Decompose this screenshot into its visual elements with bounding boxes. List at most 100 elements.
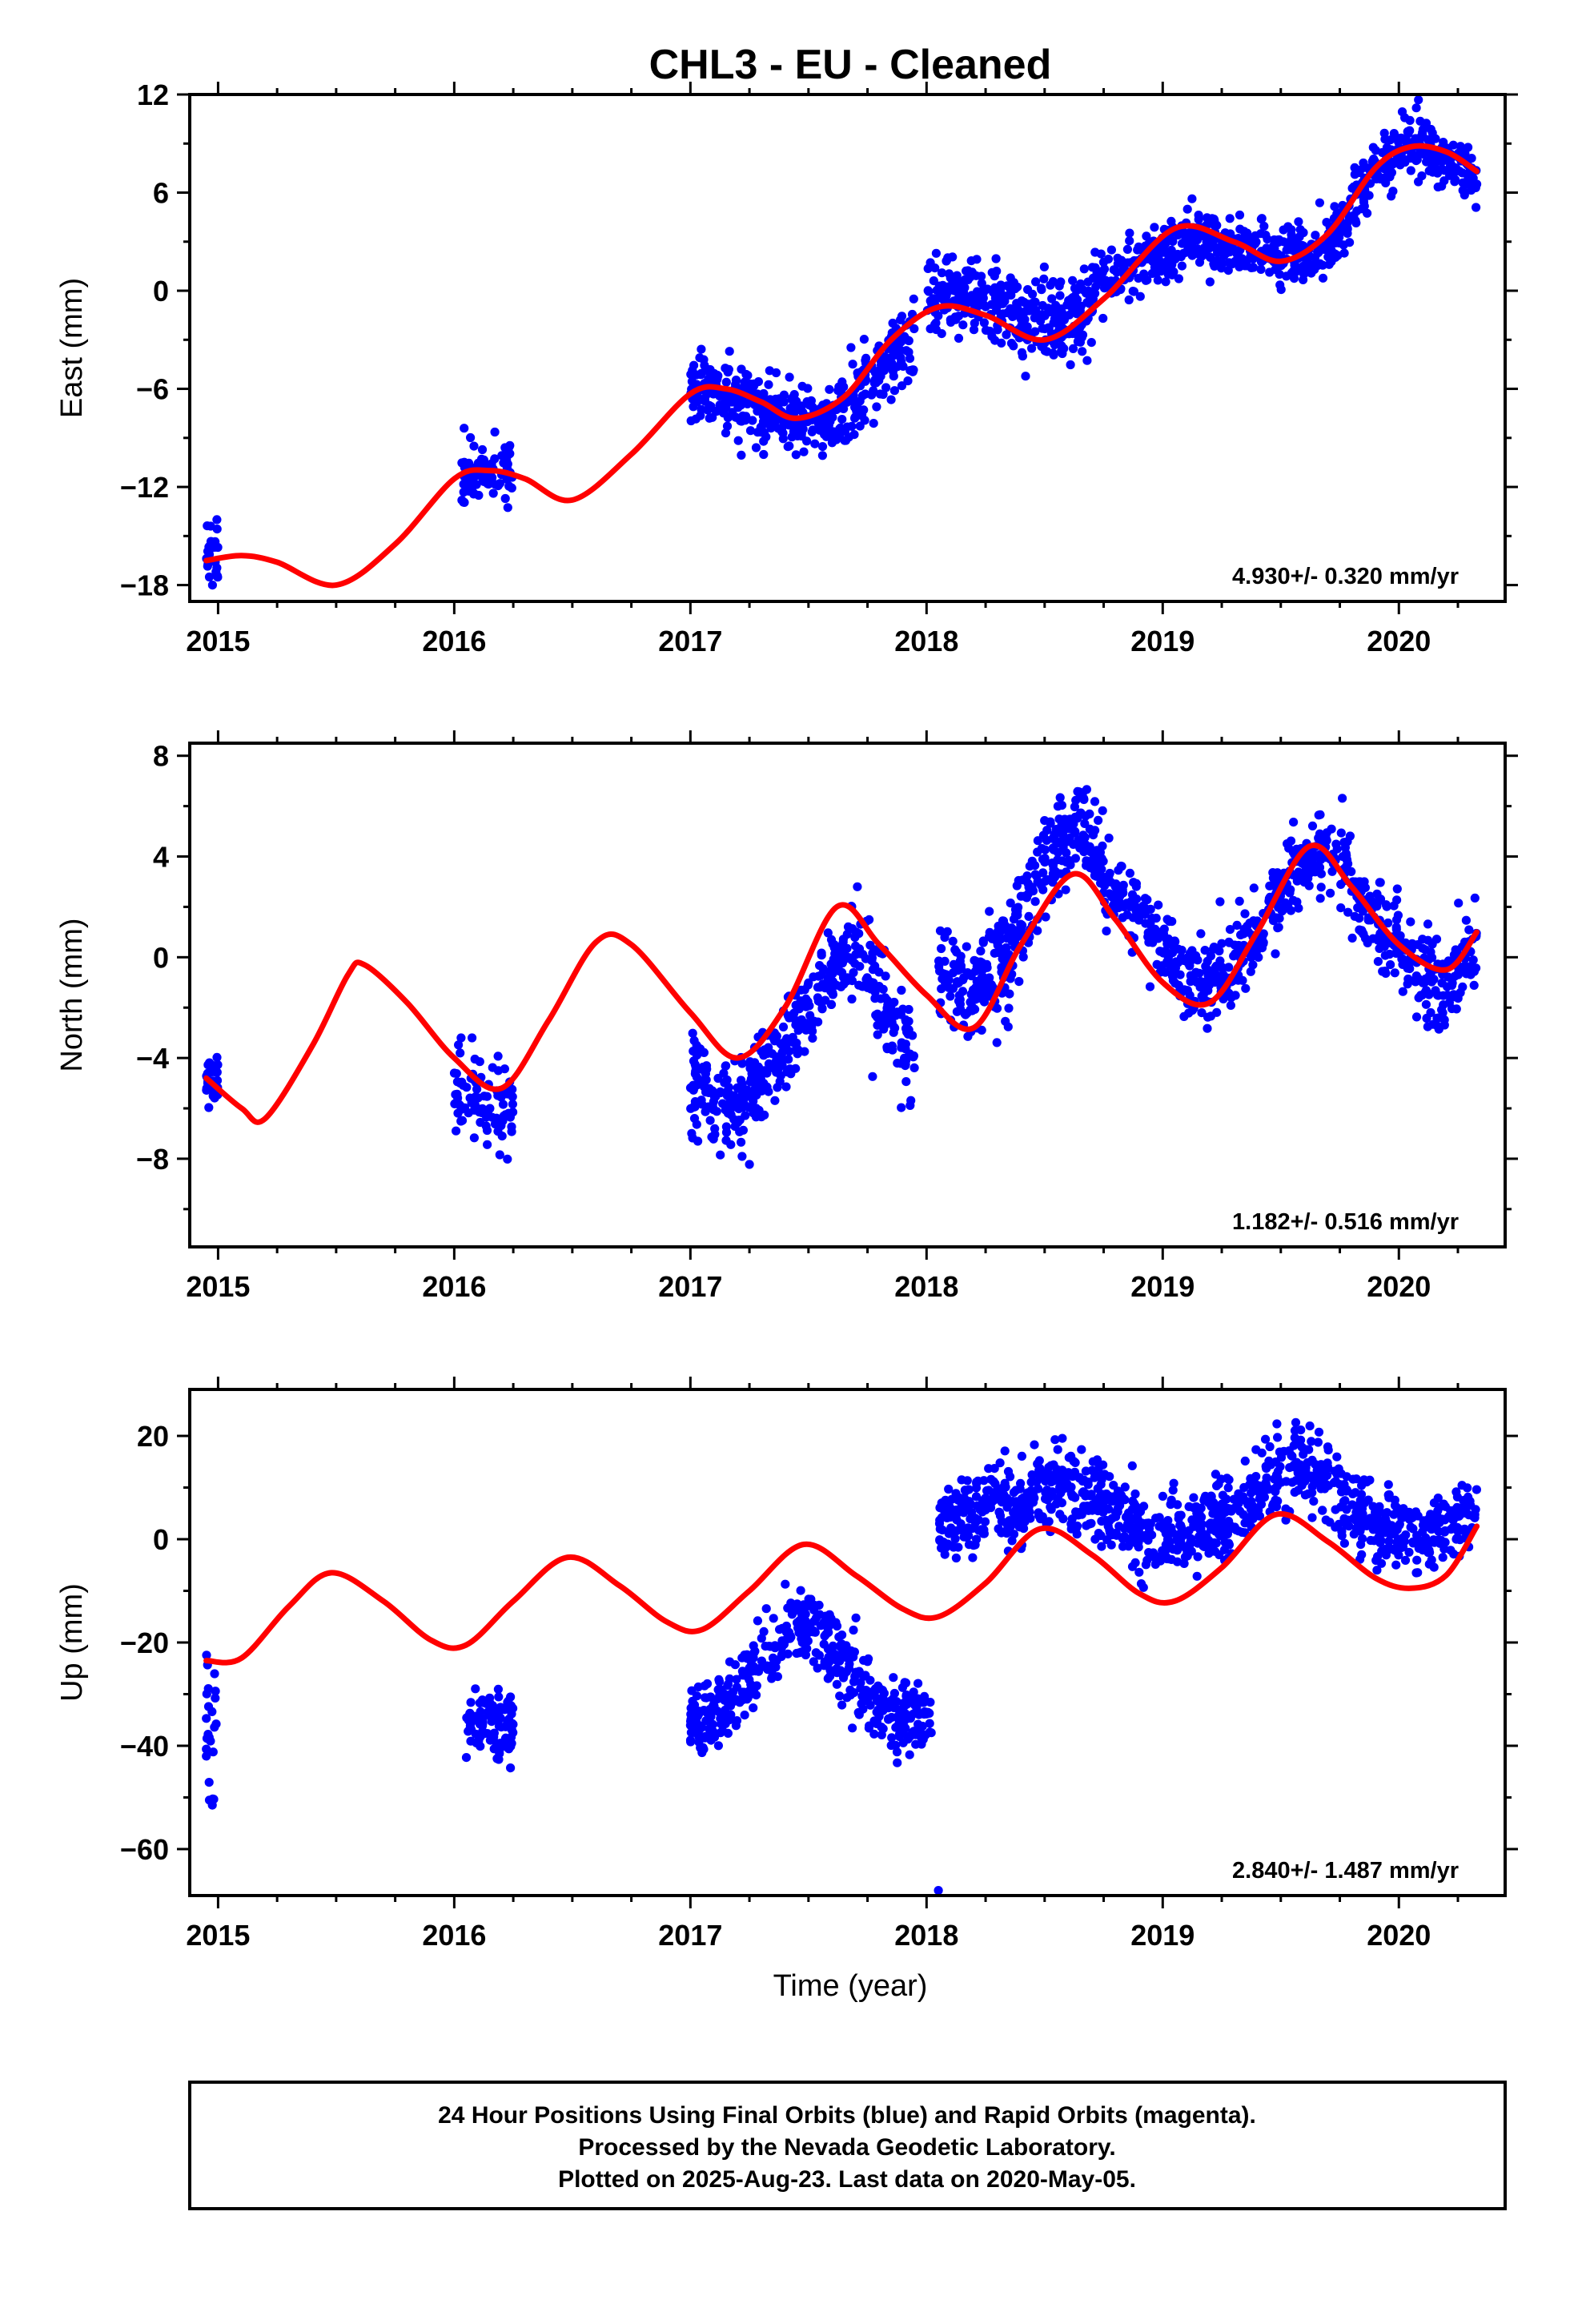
data-point bbox=[874, 982, 884, 991]
data-point bbox=[457, 1116, 468, 1125]
data-point bbox=[781, 1579, 790, 1589]
data-point bbox=[1414, 177, 1423, 187]
data-point bbox=[466, 432, 476, 443]
data-point bbox=[1011, 1486, 1021, 1495]
data-point bbox=[801, 1019, 811, 1028]
data-point bbox=[1256, 215, 1266, 224]
data-point bbox=[1096, 269, 1106, 279]
data-point bbox=[1439, 166, 1449, 175]
y-tick-label: −12 bbox=[120, 471, 169, 504]
data-point bbox=[778, 434, 788, 444]
data-point bbox=[823, 928, 833, 938]
data-point bbox=[1302, 1445, 1311, 1454]
data-point bbox=[1057, 312, 1066, 321]
data-point bbox=[1130, 1558, 1140, 1567]
data-point bbox=[1418, 1520, 1428, 1530]
data-point bbox=[946, 317, 956, 327]
data-point bbox=[726, 1140, 736, 1149]
data-point bbox=[823, 411, 833, 420]
data-point bbox=[1350, 163, 1359, 172]
data-point bbox=[1428, 167, 1438, 177]
data-point bbox=[478, 1721, 488, 1731]
data-point bbox=[769, 1061, 778, 1071]
data-point bbox=[1105, 1472, 1114, 1482]
data-point bbox=[1457, 168, 1468, 178]
data-point bbox=[1019, 891, 1029, 901]
data-point bbox=[1315, 810, 1325, 819]
data-point bbox=[485, 1693, 495, 1703]
data-point bbox=[1078, 347, 1087, 356]
data-point bbox=[693, 1711, 703, 1721]
data-point bbox=[701, 1693, 710, 1703]
data-point bbox=[804, 978, 813, 987]
rate-label: 1.182+/- 0.516 mm/yr bbox=[1232, 1209, 1459, 1235]
data-point bbox=[737, 1137, 746, 1147]
data-point bbox=[968, 985, 978, 995]
data-point bbox=[1427, 151, 1436, 160]
data-point bbox=[1044, 1517, 1054, 1526]
data-point bbox=[473, 1106, 483, 1116]
data-point bbox=[827, 438, 837, 448]
data-point bbox=[1293, 1460, 1303, 1470]
data-point bbox=[1154, 900, 1163, 910]
data-point bbox=[1018, 352, 1027, 361]
data-point bbox=[1052, 1465, 1062, 1474]
data-point bbox=[868, 1072, 877, 1081]
data-point bbox=[761, 1642, 770, 1651]
data-point bbox=[1389, 1510, 1399, 1519]
data-point bbox=[1170, 254, 1180, 263]
data-point bbox=[759, 1046, 769, 1055]
data-point bbox=[1078, 1488, 1087, 1498]
data-point bbox=[1408, 1538, 1418, 1548]
data-point bbox=[986, 300, 996, 309]
data-point bbox=[203, 1060, 213, 1070]
data-point bbox=[1287, 241, 1297, 251]
data-point bbox=[753, 406, 762, 416]
data-point bbox=[1236, 259, 1246, 269]
data-point bbox=[1049, 845, 1058, 854]
data-point bbox=[1174, 274, 1183, 283]
data-point bbox=[717, 1685, 726, 1695]
data-point bbox=[1168, 1486, 1178, 1495]
data-point bbox=[208, 1747, 218, 1757]
data-point bbox=[494, 1692, 504, 1702]
data-point bbox=[1307, 1513, 1317, 1522]
data-point bbox=[1182, 986, 1192, 995]
data-point bbox=[723, 1681, 733, 1691]
data-point bbox=[204, 1103, 214, 1112]
data-point bbox=[801, 1002, 811, 1011]
data-point bbox=[1062, 1478, 1072, 1489]
data-point bbox=[865, 1721, 874, 1731]
data-point bbox=[503, 1154, 512, 1164]
data-point bbox=[1070, 854, 1080, 863]
data-point bbox=[1014, 903, 1023, 912]
data-point bbox=[725, 347, 734, 356]
data-point bbox=[1315, 862, 1325, 872]
data-point bbox=[1311, 231, 1320, 240]
data-point bbox=[1106, 1540, 1116, 1550]
data-point bbox=[1053, 1445, 1062, 1454]
data-point bbox=[1005, 1516, 1014, 1526]
data-point bbox=[937, 268, 947, 278]
data-point bbox=[1168, 971, 1178, 981]
data-point bbox=[1411, 971, 1421, 981]
data-point bbox=[1145, 982, 1155, 991]
data-point bbox=[997, 1498, 1006, 1507]
data-point bbox=[901, 1016, 911, 1026]
data-point bbox=[1041, 876, 1050, 886]
data-point bbox=[864, 979, 873, 989]
data-point bbox=[998, 293, 1008, 303]
data-point bbox=[1064, 1453, 1074, 1462]
data-point bbox=[1200, 1494, 1210, 1503]
data-point bbox=[1066, 360, 1075, 370]
data-point bbox=[1049, 318, 1058, 328]
data-point bbox=[792, 1043, 801, 1053]
data-point bbox=[1322, 828, 1331, 838]
data-point bbox=[1454, 1534, 1464, 1544]
data-point bbox=[456, 1048, 465, 1058]
data-point bbox=[1321, 1515, 1331, 1525]
data-point bbox=[1021, 1507, 1030, 1517]
data-point bbox=[1125, 236, 1134, 246]
data-point bbox=[764, 415, 773, 424]
